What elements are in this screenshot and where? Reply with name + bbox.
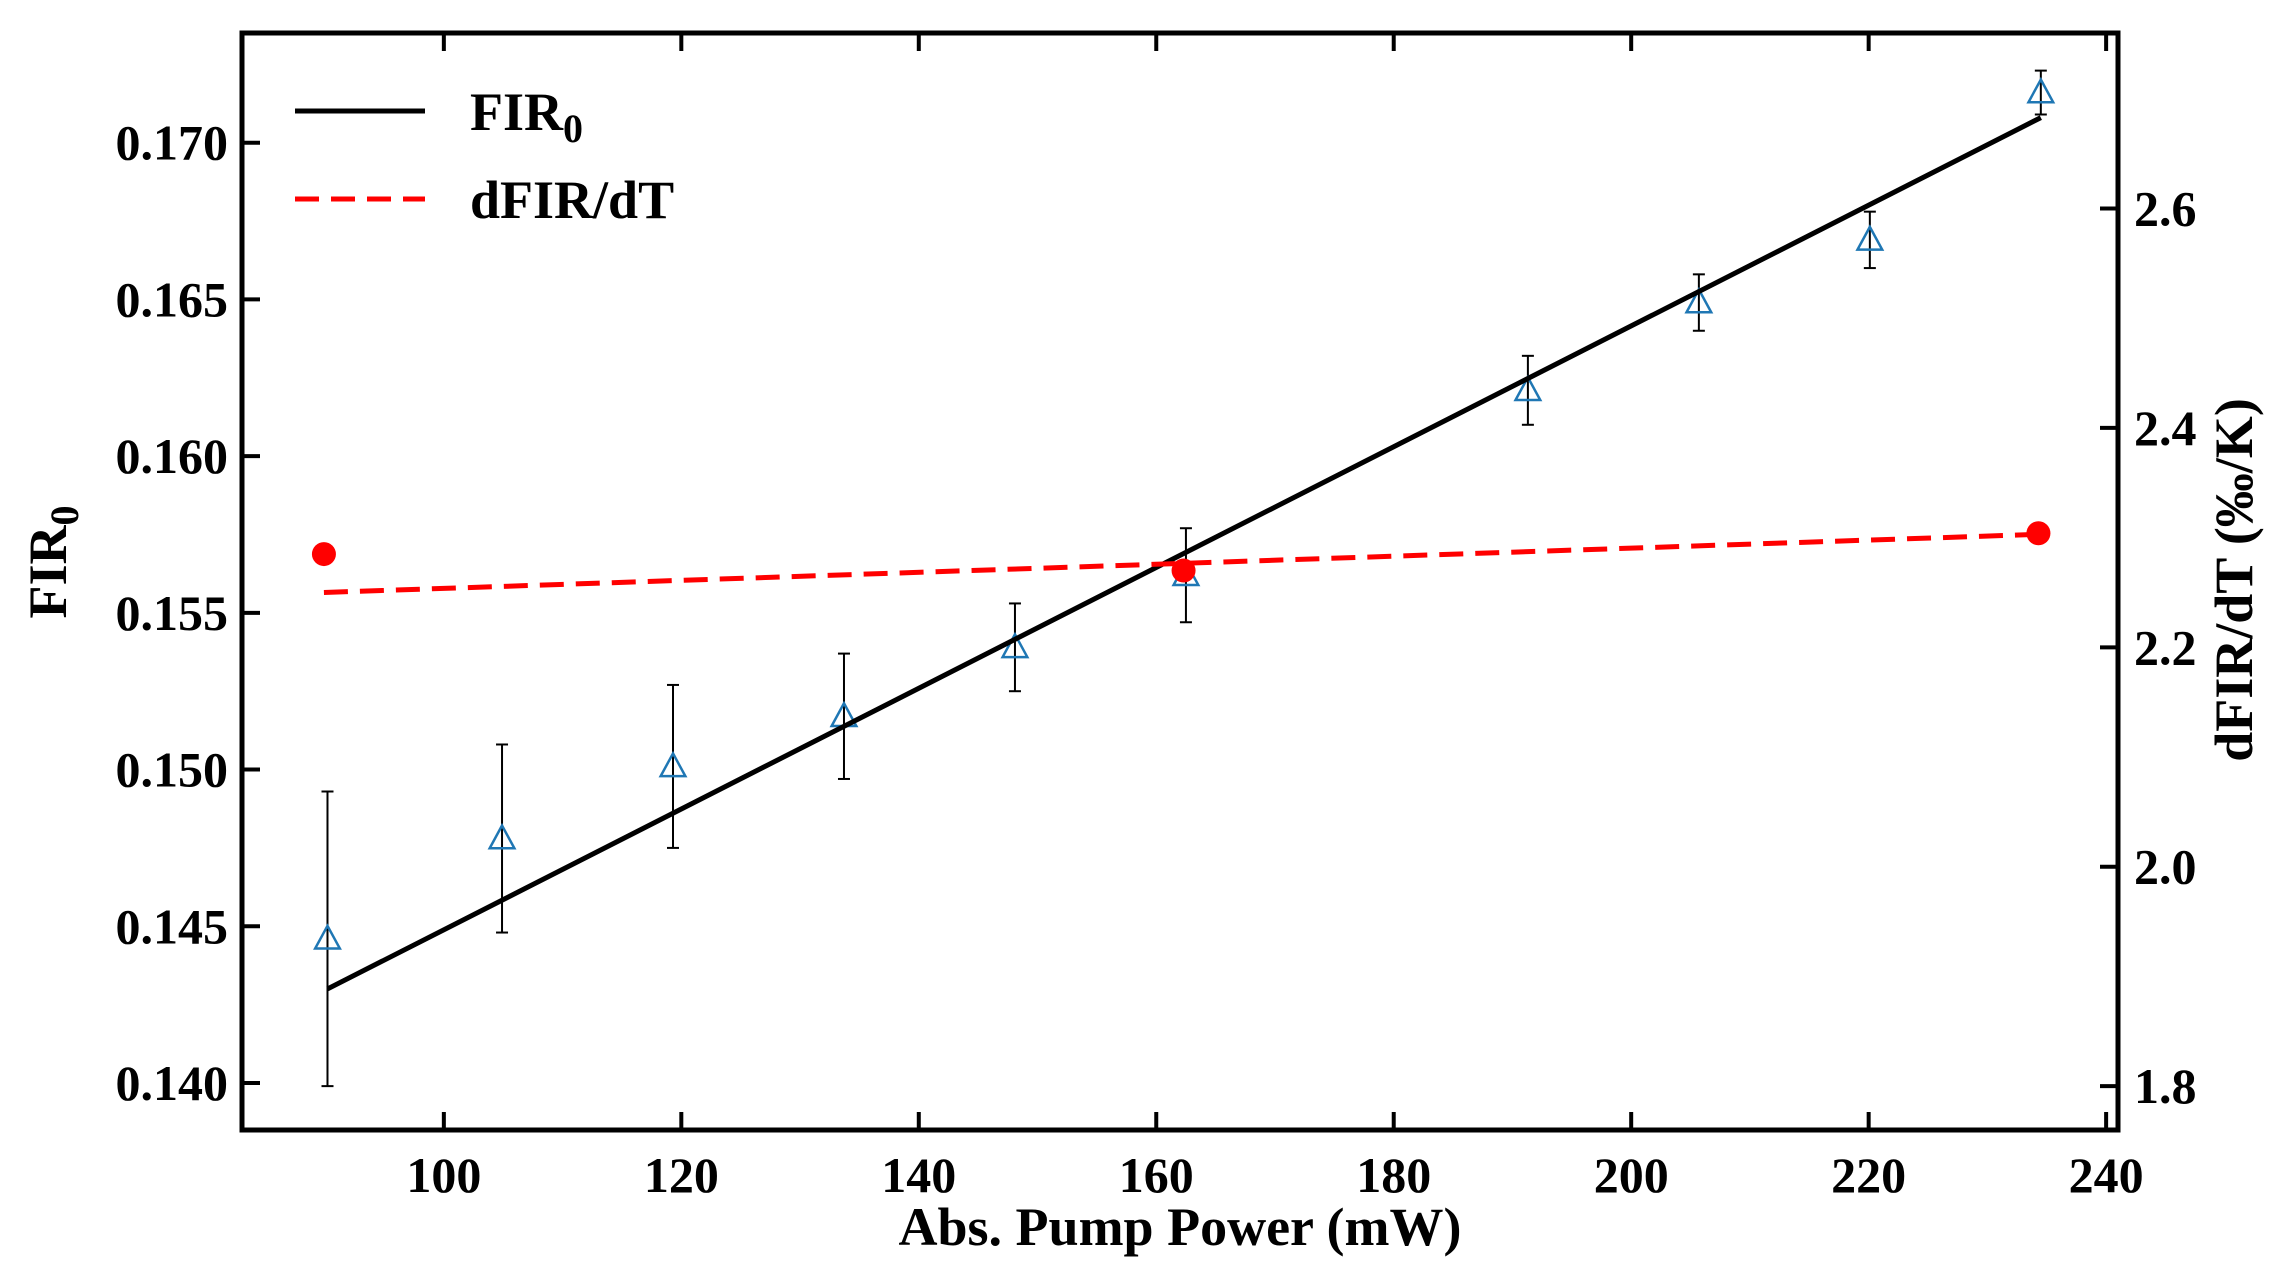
y-right-axis-title: dFIR/dT (‰/K) (2204, 398, 2264, 762)
y-tick-label-3: 0.155 (116, 585, 229, 641)
x-tick-label-100: 100 (406, 1147, 481, 1203)
y-right-tick-label-1: 2.0 (2134, 839, 2197, 895)
fir0-point-6 (1513, 374, 1543, 402)
x-tick-label-220: 220 (1831, 1147, 1906, 1203)
y-right-tick-label-4: 2.6 (2134, 181, 2197, 237)
legend-label-dfir: dFIR/dT (470, 170, 674, 230)
x-tick-label-120: 120 (644, 1147, 719, 1203)
axes-layer: 100 120 140 160 180 200 220 240 0.140 0.145 0.150 0… (116, 30, 2197, 1203)
fir0-point-9 (2026, 76, 2056, 104)
y-tick-label-1: 0.145 (116, 898, 229, 954)
x-tick-label-240: 240 (2069, 1147, 2144, 1203)
legend: FIR0 dFIR/dT (295, 82, 674, 230)
plot-frame (239, 30, 2121, 1133)
y-right-tick-label-2: 2.2 (2134, 619, 2197, 675)
legend-label-fir0: FIR0 (470, 82, 583, 151)
y-right-tick-label-3: 2.4 (2134, 400, 2197, 456)
y-axis-title: FIR0 (18, 506, 87, 619)
x-tick-label-140: 140 (881, 1147, 956, 1203)
fir0-point-0 (313, 923, 342, 950)
fir0-point-4 (1000, 631, 1030, 659)
y-tick-label-5: 0.165 (116, 271, 229, 327)
y-tick-label-2: 0.150 (116, 742, 229, 798)
y-tick-label-0: 0.140 (116, 1055, 229, 1111)
y-tick-label-6: 0.170 (116, 115, 229, 171)
fir0-point-2 (658, 750, 688, 778)
x-tick-label-180: 180 (1356, 1147, 1431, 1203)
x-tick-label-200: 200 (1594, 1147, 1669, 1203)
y-right-tick-label-0: 1.8 (2134, 1058, 2197, 1114)
x-tick-label-160: 160 (1119, 1147, 1194, 1203)
fir0-point-8 (1855, 224, 1885, 251)
x-axis-title: Abs. Pump Power (mW) (899, 1197, 1462, 1257)
series-line-1 (326, 115, 2042, 992)
dfir-point-0 (311, 542, 336, 567)
dfir-point-2 (2026, 521, 2051, 546)
y-tick-label-4: 0.160 (116, 428, 229, 484)
fir0-point-1 (487, 822, 517, 850)
fir0-point-7 (1684, 286, 1714, 314)
data-layer (311, 69, 2056, 1088)
